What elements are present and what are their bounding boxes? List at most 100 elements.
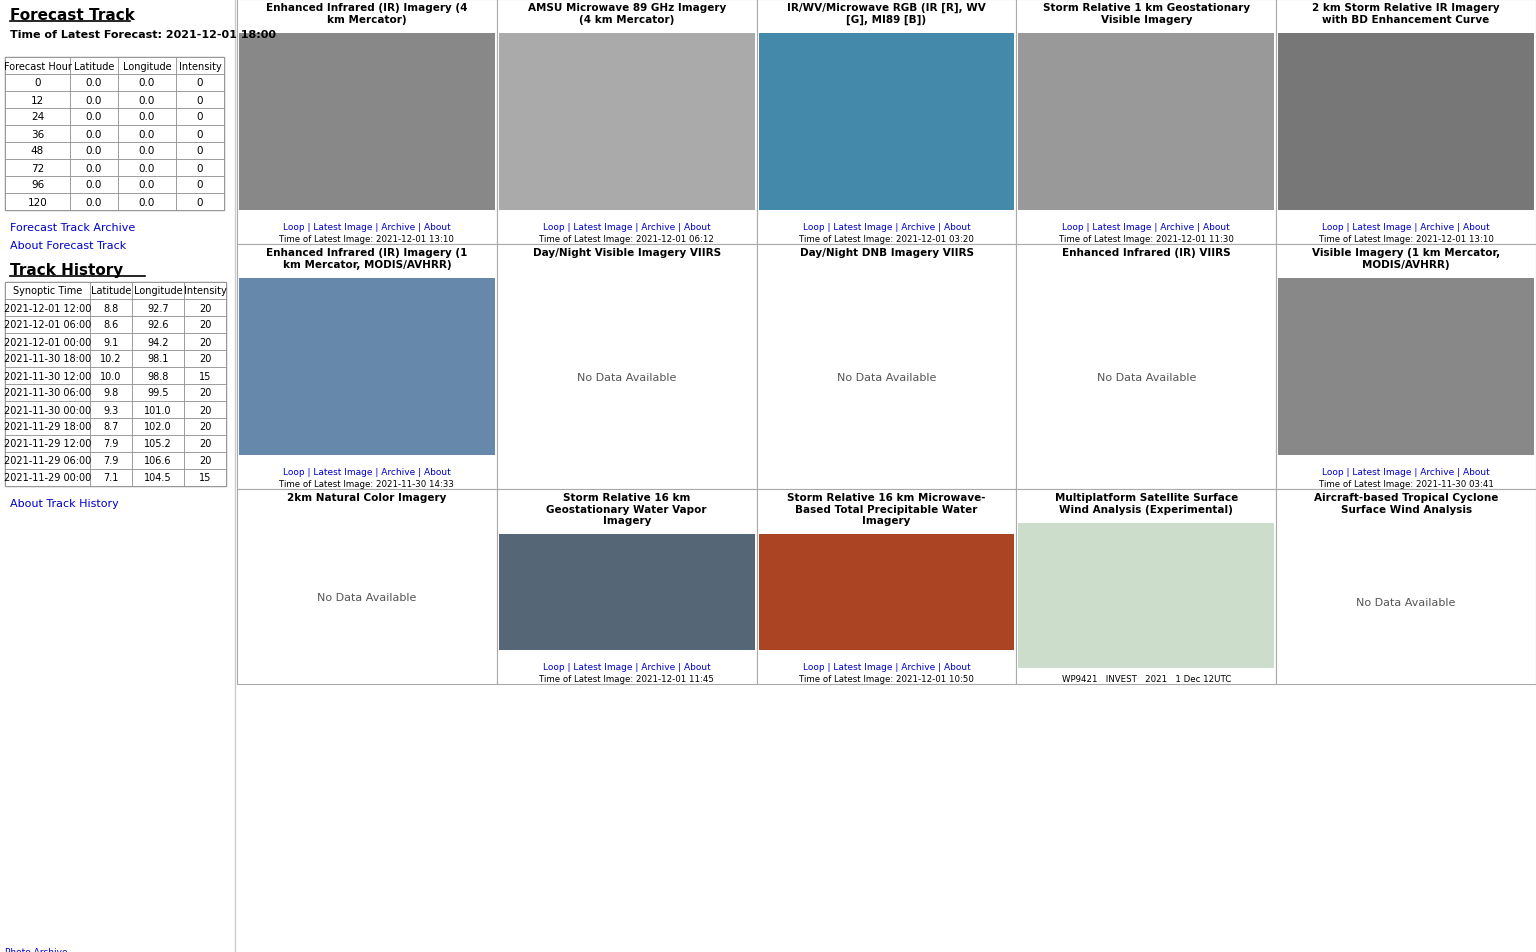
Text: Intensity: Intensity [184,287,226,296]
Text: 2021-11-29 06:00: 2021-11-29 06:00 [5,456,91,466]
Bar [5,126,71,143]
Bar [496,245,757,489]
Text: 0: 0 [34,78,41,89]
Text: 20: 20 [198,354,210,364]
Text: 12: 12 [31,95,45,106]
Text: 2021-12-01 06:00: 2021-12-01 06:00 [5,320,91,330]
Text: 24: 24 [31,112,45,123]
Bar [5,75,71,92]
Text: 104.5: 104.5 [144,473,172,483]
Text: 2 km Storm Relative IR Imagery
with BD Enhancement Curve: 2 km Storm Relative IR Imagery with BD E… [1312,3,1501,25]
Text: Time of Latest Image: 2021-12-01 10:50: Time of Latest Image: 2021-12-01 10:50 [799,674,974,684]
Bar [91,283,132,300]
Text: Aircraft-based Tropical Cyclone
Surface Wind Analysis: Aircraft-based Tropical Cyclone Surface … [1313,492,1498,514]
Text: 96: 96 [31,180,45,190]
Text: 94.2: 94.2 [147,337,169,347]
Bar [71,109,118,126]
Bar [1017,0,1276,245]
Bar [71,160,118,177]
Bar [132,333,184,350]
Text: 98.1: 98.1 [147,354,169,364]
Text: 0.0: 0.0 [138,95,155,106]
Bar [91,469,132,486]
Bar [91,419,132,436]
Text: Time of Latest Image: 2021-12-01 06:12: Time of Latest Image: 2021-12-01 06:12 [539,235,714,244]
Bar [1018,34,1275,210]
Bar [5,58,71,75]
Bar [184,469,226,486]
Bar [91,300,132,317]
Text: Storm Relative 16 km
Geostationary Water Vapor
Imagery: Storm Relative 16 km Geostationary Water… [547,492,707,526]
Bar [118,194,177,210]
Text: 10.0: 10.0 [100,371,121,381]
Text: 0.0: 0.0 [86,164,103,173]
Text: 9.8: 9.8 [103,388,118,398]
Text: 9.3: 9.3 [103,405,118,415]
Bar [1276,245,1536,489]
Text: 0.0: 0.0 [86,78,103,89]
Text: 0: 0 [197,147,203,156]
Bar [177,194,224,210]
Text: About Track History: About Track History [11,499,118,508]
Text: 0: 0 [197,78,203,89]
Text: Time of Latest Image: 2021-12-01 11:45: Time of Latest Image: 2021-12-01 11:45 [539,674,714,684]
Bar [132,367,184,385]
Text: Loop | Latest Image | Archive | About: Loop | Latest Image | Archive | About [283,467,450,477]
Bar [496,489,757,684]
Text: 2021-11-30 12:00: 2021-11-30 12:00 [5,371,91,381]
Text: Latitude: Latitude [91,287,131,296]
Bar [184,402,226,419]
Text: About Forecast Track: About Forecast Track [11,241,126,250]
Text: 0.0: 0.0 [86,112,103,123]
Text: Intensity: Intensity [178,62,221,71]
Text: No Data Available: No Data Available [318,592,416,603]
Text: Enhanced Infrared (IR) Imagery (1
km Mercator, MODIS/AVHRR): Enhanced Infrared (IR) Imagery (1 km Mer… [266,248,467,269]
Bar [71,126,118,143]
Text: 0: 0 [197,129,203,139]
Text: 0: 0 [197,180,203,190]
Bar [118,92,177,109]
Text: 20: 20 [198,439,210,449]
Text: AMSU Microwave 89 GHz Imagery
(4 km Mercator): AMSU Microwave 89 GHz Imagery (4 km Merc… [527,3,727,25]
Bar [5,333,91,350]
Text: 8.7: 8.7 [103,422,118,432]
Bar [177,109,224,126]
Bar [177,75,224,92]
Bar [5,367,91,385]
Text: 10.2: 10.2 [100,354,121,364]
Text: 106.6: 106.6 [144,456,172,466]
Text: Time of Latest Image: 2021-12-01 13:10: Time of Latest Image: 2021-12-01 13:10 [1319,235,1493,244]
Text: 92.6: 92.6 [147,320,169,330]
Text: 20: 20 [198,320,210,330]
Bar [757,0,1017,245]
Bar [184,283,226,300]
Text: 9.1: 9.1 [103,337,118,347]
Bar [5,452,91,469]
Text: 0.0: 0.0 [86,95,103,106]
Bar [132,452,184,469]
Bar [132,350,184,367]
Bar [1278,279,1534,455]
Text: Loop | Latest Image | Archive | About: Loop | Latest Image | Archive | About [803,663,971,671]
Text: 0: 0 [197,112,203,123]
Bar [1278,34,1534,210]
Text: 0: 0 [197,164,203,173]
Bar [71,177,118,194]
Text: IR/WV/Microwave RGB (IR [R], WV
[G], MI89 [B]): IR/WV/Microwave RGB (IR [R], WV [G], MI8… [786,3,986,25]
Text: Loop | Latest Image | Archive | About: Loop | Latest Image | Archive | About [542,663,711,671]
Bar [757,489,1017,684]
Text: Longitude: Longitude [123,62,172,71]
Text: Loop | Latest Image | Archive | About: Loop | Latest Image | Archive | About [542,223,711,231]
Bar [499,534,754,650]
Bar [118,160,177,177]
Text: 0.0: 0.0 [138,147,155,156]
Bar [1276,489,1536,684]
Text: No Data Available: No Data Available [837,372,935,383]
Bar [132,469,184,486]
Text: Forecast Hour: Forecast Hour [3,62,72,71]
Bar [5,317,91,333]
Bar [759,34,1014,210]
Bar [5,300,91,317]
Text: 8.8: 8.8 [103,303,118,313]
Text: 15: 15 [198,473,210,483]
